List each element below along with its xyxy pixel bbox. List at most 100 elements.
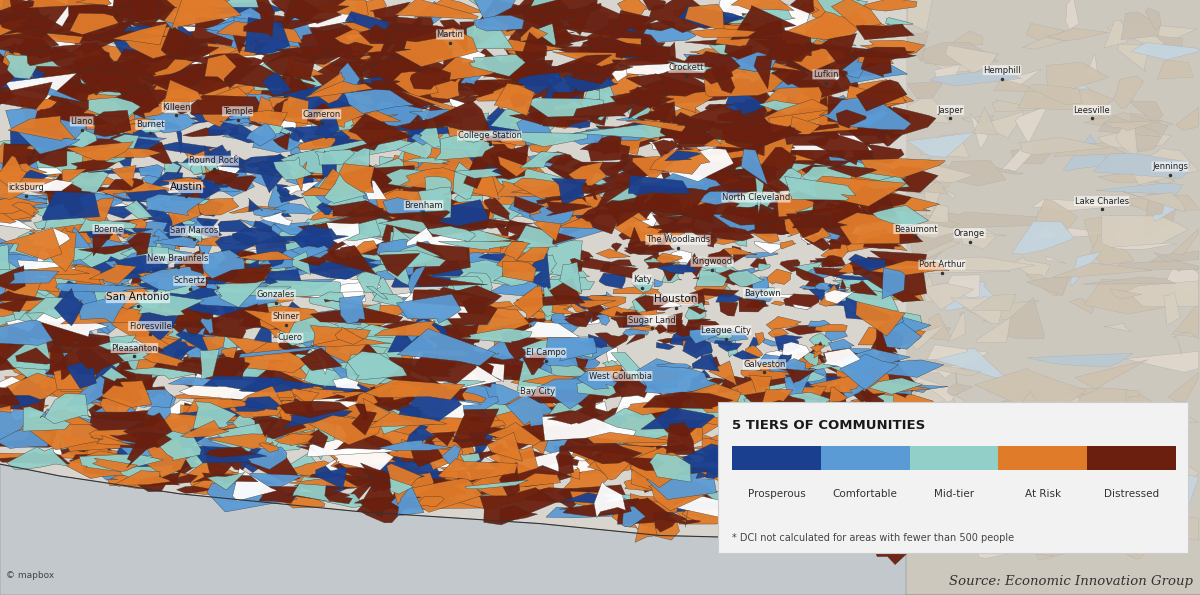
Polygon shape [180,405,252,433]
Polygon shape [551,11,590,35]
Polygon shape [170,400,218,434]
Polygon shape [254,280,341,298]
Polygon shape [293,252,311,274]
Polygon shape [378,253,420,277]
Polygon shape [732,246,751,262]
Polygon shape [412,123,449,136]
Polygon shape [186,230,202,242]
Polygon shape [792,219,847,228]
Polygon shape [880,166,938,192]
Polygon shape [779,359,806,371]
Polygon shape [707,127,722,145]
Polygon shape [481,428,512,440]
Polygon shape [107,309,181,351]
Polygon shape [155,74,230,98]
Polygon shape [628,399,673,415]
Polygon shape [848,392,894,412]
Polygon shape [744,392,832,410]
Polygon shape [130,277,178,302]
Polygon shape [720,302,738,316]
Polygon shape [395,65,422,80]
Polygon shape [299,136,335,149]
Polygon shape [577,378,616,396]
Polygon shape [114,414,140,428]
Polygon shape [353,384,407,414]
Polygon shape [424,447,460,470]
Polygon shape [115,255,168,274]
Polygon shape [157,142,216,155]
Polygon shape [404,315,448,337]
Polygon shape [907,327,950,339]
Polygon shape [415,171,444,196]
Polygon shape [169,187,215,201]
Polygon shape [851,442,935,465]
Polygon shape [1130,503,1183,546]
Polygon shape [442,55,475,82]
Polygon shape [395,133,442,147]
Polygon shape [702,444,764,472]
Polygon shape [113,23,167,45]
Polygon shape [434,135,494,160]
Polygon shape [660,240,673,249]
Polygon shape [20,108,79,129]
Polygon shape [487,422,541,445]
Polygon shape [461,475,496,493]
Polygon shape [280,195,304,202]
Polygon shape [654,363,691,386]
Polygon shape [665,394,728,412]
Polygon shape [217,285,236,318]
Polygon shape [808,400,841,426]
Polygon shape [160,262,217,278]
Polygon shape [410,336,463,369]
Polygon shape [256,236,293,260]
Polygon shape [6,107,42,130]
Polygon shape [83,449,115,475]
Polygon shape [151,0,233,26]
Polygon shape [739,466,761,498]
Polygon shape [89,429,144,441]
Polygon shape [439,20,466,34]
Polygon shape [856,113,882,124]
Polygon shape [505,432,541,452]
Polygon shape [802,166,852,193]
Polygon shape [163,248,188,258]
Polygon shape [53,169,106,187]
Polygon shape [196,237,212,256]
Polygon shape [852,104,889,126]
Polygon shape [200,318,214,334]
Polygon shape [538,195,586,223]
Polygon shape [493,271,541,286]
Polygon shape [882,447,900,458]
Polygon shape [0,258,78,296]
Polygon shape [94,287,160,308]
Polygon shape [240,318,325,331]
Polygon shape [655,511,706,521]
Polygon shape [948,311,965,342]
Polygon shape [371,26,454,34]
Polygon shape [444,305,497,327]
Polygon shape [565,317,601,325]
Text: Lufkin: Lufkin [812,70,839,79]
Polygon shape [595,182,661,219]
Polygon shape [12,339,40,360]
Polygon shape [286,431,336,446]
Polygon shape [389,52,413,77]
Polygon shape [409,405,457,431]
Polygon shape [0,47,29,58]
Polygon shape [728,484,793,508]
Polygon shape [0,87,29,105]
Polygon shape [887,111,910,133]
Polygon shape [409,394,481,418]
Polygon shape [66,195,132,214]
Polygon shape [436,115,508,146]
Polygon shape [96,188,132,199]
Polygon shape [745,300,769,308]
Polygon shape [205,58,264,88]
Polygon shape [314,437,374,468]
Polygon shape [841,47,917,58]
Polygon shape [546,202,592,215]
Polygon shape [266,203,314,214]
Polygon shape [415,409,475,431]
Polygon shape [707,383,737,397]
Polygon shape [322,396,364,421]
